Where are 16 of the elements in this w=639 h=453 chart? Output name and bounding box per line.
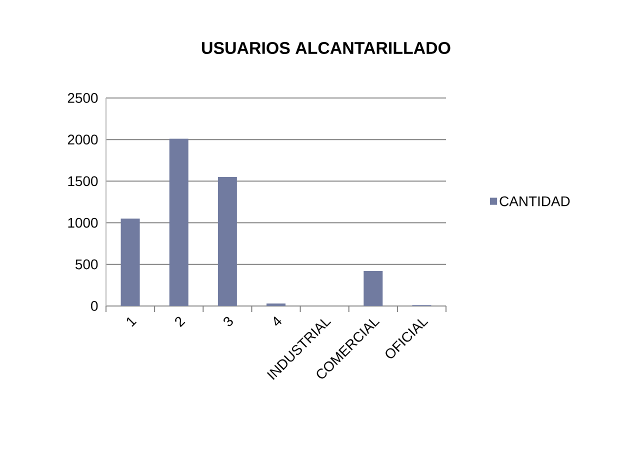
bar — [364, 271, 383, 306]
y-tick-label: 500 — [76, 259, 98, 270]
bar — [120, 218, 140, 306]
legend-label: CANTIDAD — [500, 196, 570, 206]
x-tick-label: 2 — [175, 316, 186, 328]
bar — [169, 138, 188, 306]
y-tick-label: 1500 — [68, 176, 98, 186]
bar — [218, 177, 237, 306]
y-tick-label: 2500 — [68, 93, 98, 103]
bar — [266, 303, 286, 306]
chart-title: USUARIOS ALCANTARILLADO — [202, 42, 450, 54]
x-tick-label: 1 — [126, 317, 137, 327]
x-tick-label: 3 — [224, 316, 233, 326]
y-tick-label: 1000 — [68, 218, 98, 228]
y-tick-label: 0 — [91, 301, 98, 311]
y-tick-label: 2000 — [68, 134, 98, 145]
